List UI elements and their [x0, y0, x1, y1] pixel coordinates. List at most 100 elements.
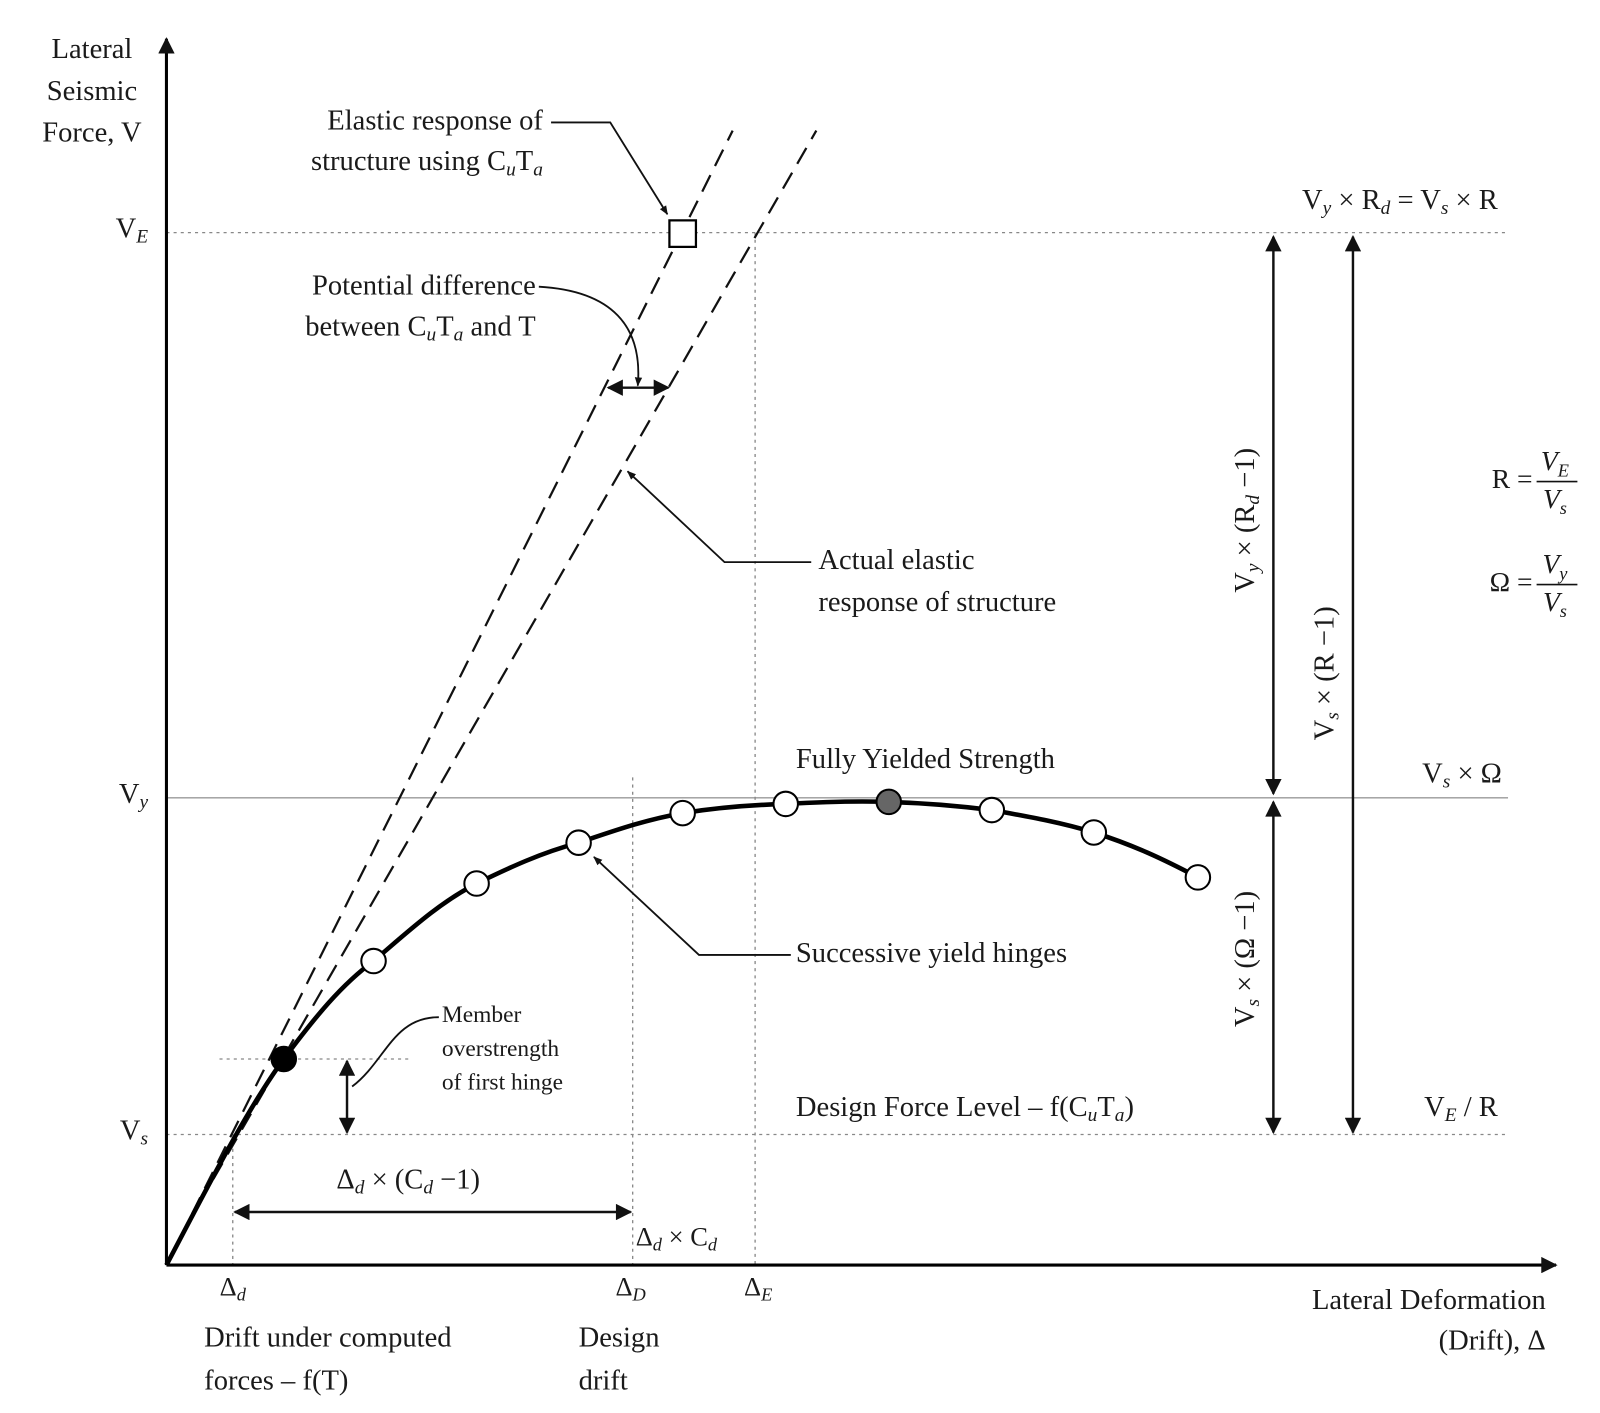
text-part: Design: [579, 1322, 660, 1353]
text-part: T: [516, 146, 533, 177]
text-part: d: [237, 1285, 247, 1305]
member-overstrength-note: overstrength: [442, 1036, 560, 1062]
text-part: s: [1560, 601, 1567, 621]
text-part: Fully Yielded Strength: [796, 744, 1055, 775]
text-part: V: [1229, 1006, 1260, 1027]
drift-computed-note: forces – f(T): [204, 1365, 348, 1396]
text-part: E: [135, 227, 148, 248]
actual-elastic-response: [198, 130, 818, 1205]
text-part: d: [1381, 199, 1391, 220]
text-part: × (R −1): [1309, 606, 1340, 712]
ve-over-r-label: VE / R: [1424, 1092, 1498, 1127]
text-part: V: [1542, 549, 1562, 580]
text-part: Member: [442, 1003, 522, 1029]
hinge: [978, 796, 1006, 824]
text-part: −1): [433, 1164, 480, 1195]
text-part: Design Force Level – f(C: [796, 1092, 1088, 1123]
potential-difference-note: between CuTa and T: [305, 311, 536, 346]
text-part: Δ: [336, 1164, 354, 1195]
member-overstrength-note: of first hinge: [442, 1070, 563, 1096]
elastic-response-cuta: [165, 130, 734, 1266]
formula-numerator: Vy: [1542, 549, 1568, 584]
design-drift-note: drift: [579, 1365, 628, 1396]
elastic-point-marker: [668, 219, 698, 249]
text-part: −1): [1229, 448, 1260, 495]
text-part: Drift under computed: [204, 1322, 451, 1353]
text-part: Actual elastic: [818, 545, 974, 576]
elastic-response-note: Elastic response of: [327, 105, 543, 136]
text-part: y: [1557, 564, 1568, 584]
text-part: E: [760, 1285, 772, 1305]
fully-yielded-note: Fully Yielded Strength: [796, 744, 1055, 775]
text-part: s: [1560, 498, 1567, 518]
vs-omega-label: Vs × Ω: [1422, 758, 1502, 793]
text-part: V: [1302, 185, 1323, 216]
x-axis-title: (Drift), Δ: [1439, 1325, 1546, 1356]
text-part: s: [141, 1129, 149, 1150]
hinge: [1080, 819, 1108, 846]
y-axis-title: Seismic: [47, 75, 137, 106]
text-part: V: [119, 778, 140, 809]
text-part: s: [1443, 772, 1451, 793]
x-axis-title: Lateral Deformation: [1312, 1284, 1546, 1315]
y-axis-title: Lateral: [52, 34, 133, 65]
text-part: forces – f(T): [204, 1365, 348, 1396]
formula-numerator: VE: [1541, 446, 1569, 481]
text-part: Seismic: [47, 75, 137, 106]
text-part: d: [708, 1235, 718, 1255]
full-yield-hinge: [875, 788, 903, 816]
text-part: response of structure: [818, 587, 1056, 618]
text-part: d: [355, 1178, 365, 1199]
text-part: V: [1543, 586, 1563, 617]
text-part: drift: [579, 1365, 628, 1396]
text-part: s: [1441, 199, 1449, 220]
member-overstrength-note: Member: [442, 1003, 522, 1029]
leader: [626, 470, 812, 564]
text-part: V: [116, 213, 137, 244]
text-part: / R: [1457, 1092, 1498, 1123]
hinge: [463, 870, 490, 897]
text-part: between C: [305, 311, 426, 342]
hinge: [565, 829, 592, 856]
text-part: × R: [1331, 185, 1380, 216]
text-part: × Ω: [1450, 758, 1502, 789]
text-part: ): [1124, 1092, 1134, 1123]
text-part: V: [120, 1115, 141, 1146]
text-part: d: [1243, 495, 1264, 505]
hinge: [360, 947, 387, 975]
text-part: × (R: [1229, 505, 1260, 564]
vs-label: Vs: [120, 1115, 148, 1150]
leader: [351, 1016, 439, 1088]
text-part: V: [1543, 483, 1563, 514]
formula-denominator: Vs: [1543, 483, 1567, 518]
text-part: E: [1557, 461, 1569, 481]
text-part: u: [1088, 1106, 1098, 1127]
text-part: s: [1243, 999, 1264, 1007]
text-part: = V: [1390, 185, 1441, 216]
delta-d-label: Δd: [220, 1272, 247, 1305]
text-part: y: [137, 792, 148, 813]
text-part: T: [1097, 1092, 1114, 1123]
text-part: Δ: [744, 1272, 761, 1302]
text-part: d: [423, 1178, 433, 1199]
actual-elastic-note: Actual elastic: [818, 545, 974, 576]
actual-elastic-note: response of structure: [818, 587, 1056, 618]
text-part: u: [427, 325, 437, 346]
formula-denominator: Vs: [1543, 586, 1567, 621]
delta-cd-minus-one: Δd × (Cd −1): [336, 1164, 480, 1199]
text-part: Lateral: [52, 34, 133, 65]
vy-label: Vy: [119, 778, 149, 813]
hinges: [270, 788, 1212, 1073]
text-part: V: [1424, 1092, 1445, 1123]
text-part: (Drift), Δ: [1439, 1325, 1546, 1356]
successive-hinges-note: Successive yield hinges: [796, 937, 1067, 968]
text-part: Δ: [220, 1272, 237, 1302]
text-part: Lateral Deformation: [1312, 1284, 1546, 1315]
text-part: V: [1229, 572, 1260, 593]
formula-lhs: R =: [1492, 463, 1533, 494]
leader: [551, 121, 669, 216]
text-part: u: [506, 160, 516, 181]
text-part: V: [1422, 758, 1443, 789]
vs-omega-minus-one: Vs × (Ω −1): [1229, 891, 1264, 1027]
